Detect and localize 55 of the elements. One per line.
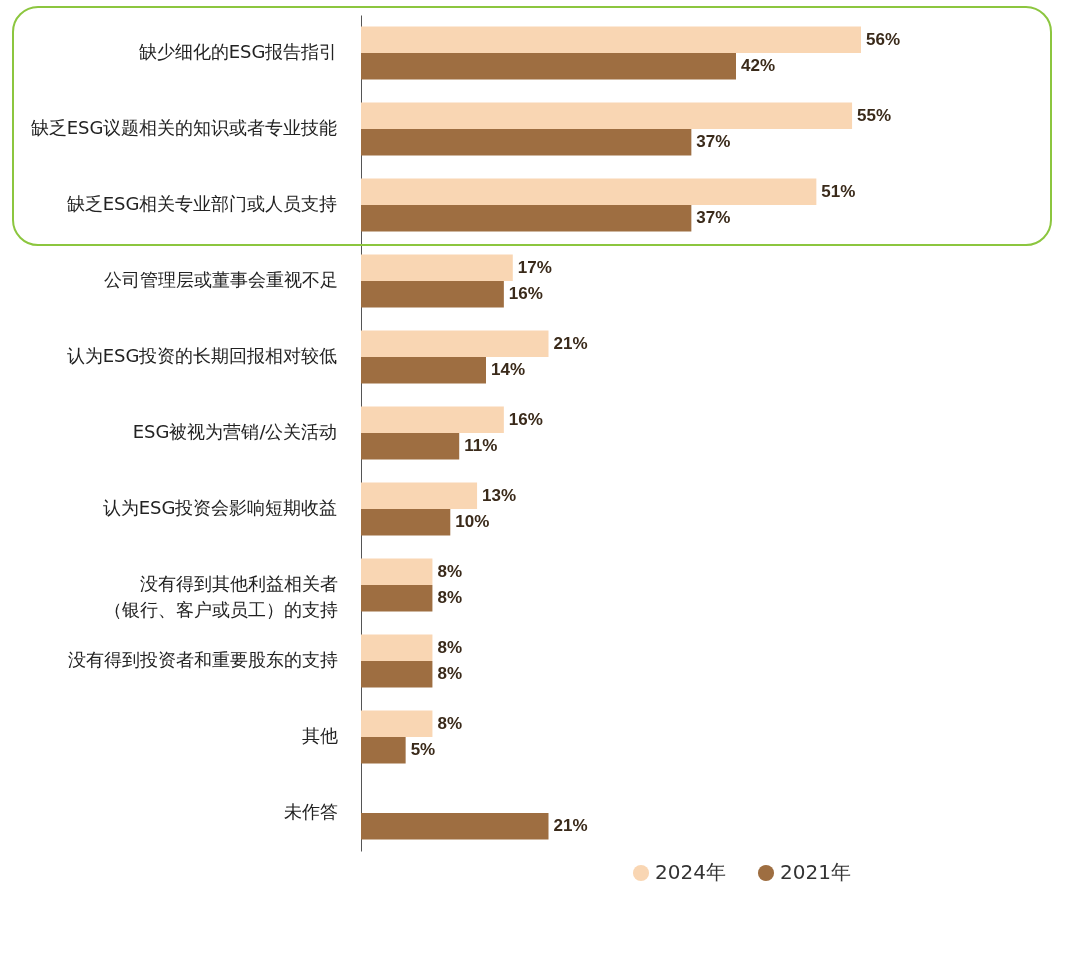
y-tick-label: 认为ESG投资会影响短期收益 <box>102 497 338 518</box>
bar <box>361 813 549 840</box>
legend-label: 2021年 <box>780 860 851 884</box>
data-label: 8% <box>437 588 463 608</box>
bar <box>361 205 692 232</box>
data-label: 13% <box>482 485 517 505</box>
bar <box>361 710 433 737</box>
data-label: 21% <box>553 816 588 836</box>
data-label: 10% <box>455 512 490 532</box>
y-tick-label: 未作答 <box>283 801 338 822</box>
data-label: 17% <box>517 257 552 277</box>
bar <box>361 26 861 53</box>
data-label: 8% <box>437 561 463 581</box>
bar <box>361 433 460 460</box>
data-label: 8% <box>437 713 463 733</box>
bar <box>361 254 513 281</box>
data-label: 42% <box>741 56 776 76</box>
y-tick-label: 缺乏ESG议题相关的知识或者专业技能 <box>30 117 338 138</box>
y-tick-label: 没有得到其他利益相关者（银行、客户或员工）的支持 <box>103 573 338 620</box>
bar <box>361 509 451 536</box>
data-label: 11% <box>464 436 498 456</box>
data-label: 5% <box>410 740 436 760</box>
bar <box>361 482 478 509</box>
legend-label: 2024年 <box>655 860 726 884</box>
bar <box>361 281 504 308</box>
bar <box>361 406 504 433</box>
y-tick-label: 公司管理层或董事会重视不足 <box>103 269 338 290</box>
y-tick-label: ESG被视为营销/公关活动 <box>132 421 338 442</box>
bar <box>361 634 433 661</box>
data-label: 37% <box>696 132 731 152</box>
y-tick-label: 其他 <box>301 725 338 746</box>
bar <box>361 53 736 80</box>
bar <box>361 558 433 585</box>
bar <box>361 737 406 764</box>
data-label: 16% <box>508 284 543 304</box>
bar <box>361 178 817 205</box>
data-label: 56% <box>866 29 901 49</box>
data-label: 37% <box>696 208 731 228</box>
data-label: 16% <box>508 409 543 429</box>
y-tick-label: 没有得到投资者和重要股东的支持 <box>67 649 338 670</box>
bar <box>361 357 486 384</box>
y-tick-label: 认为ESG投资的长期回报相对较低 <box>66 345 338 366</box>
bar <box>361 330 549 357</box>
bar <box>361 129 692 156</box>
y-tick-label: 缺少细化的ESG报告指引 <box>138 41 338 62</box>
y-tick-label: 缺乏ESG相关专业部门或人员支持 <box>66 193 338 214</box>
data-label: 55% <box>857 105 892 125</box>
data-label: 8% <box>437 664 463 684</box>
bar <box>361 102 853 129</box>
bar <box>361 585 433 612</box>
data-label: 51% <box>821 181 856 201</box>
data-label: 8% <box>437 637 463 657</box>
data-label: 14% <box>491 360 526 380</box>
data-label: 21% <box>553 333 588 353</box>
bar <box>361 661 433 688</box>
